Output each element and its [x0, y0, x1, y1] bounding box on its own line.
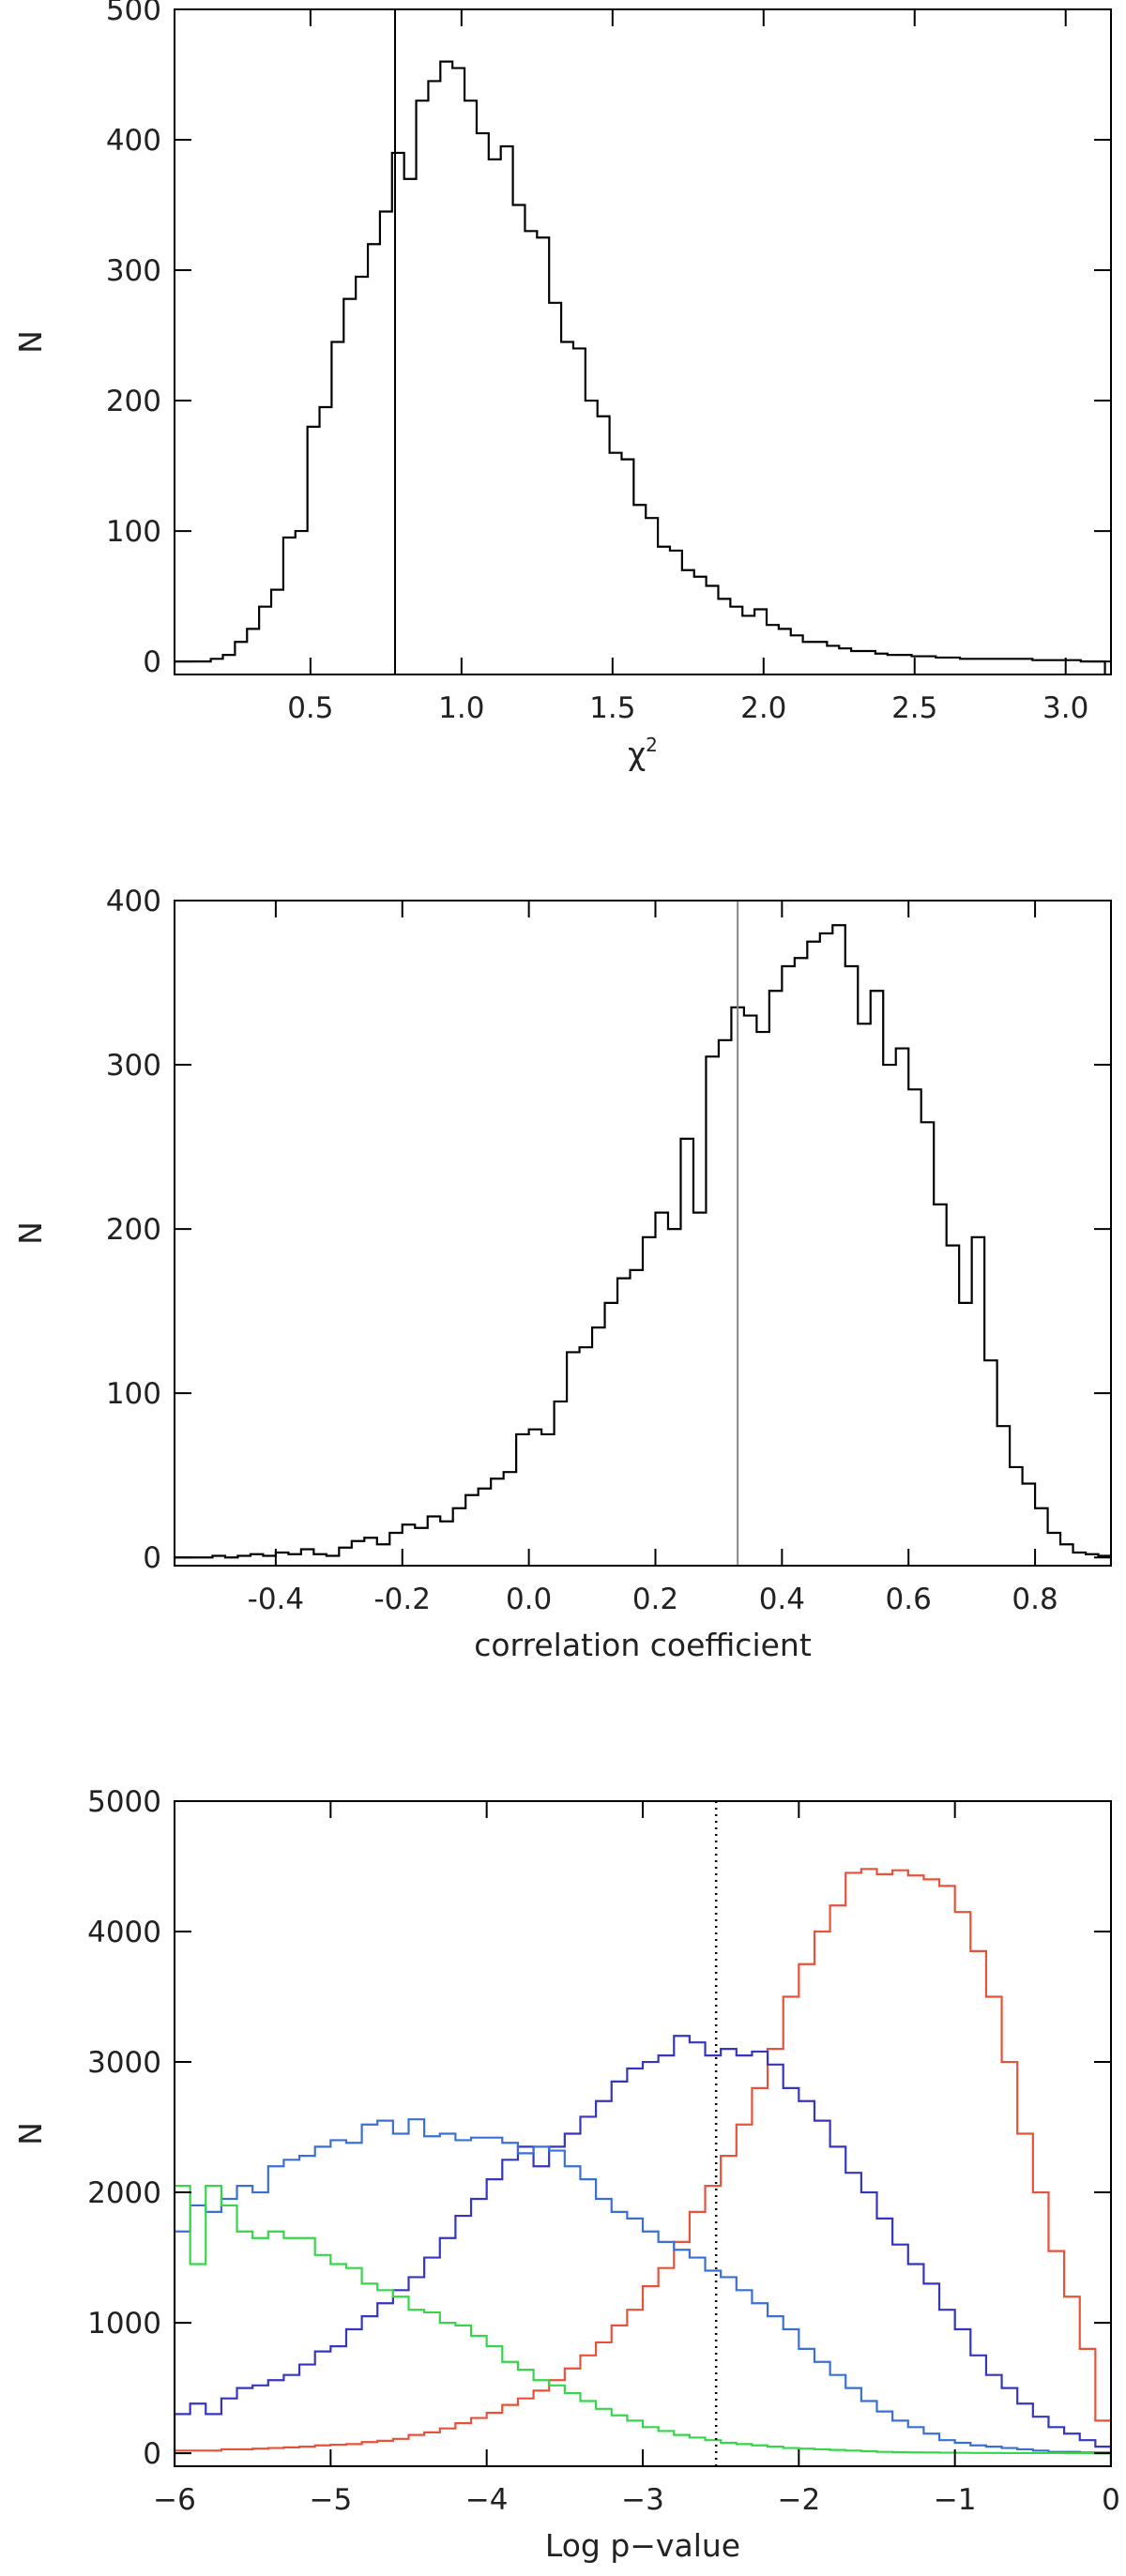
- y-tick-label: 5000: [87, 1785, 161, 1819]
- chart-panel-3: −6 −5 −4 −3 −2 −1 0 0 1000 2000 3000 4000 5000 Log p−…: [12, 1785, 1120, 2564]
- x-tick-label: 2.0: [740, 691, 786, 725]
- y-tick-label: 0: [143, 2437, 161, 2471]
- histogram-series-3: [175, 2118, 1111, 2466]
- y-tick-label: 200: [106, 385, 161, 418]
- x-axis-label: correlation coefficient: [474, 1627, 812, 1663]
- chart-panel-2: -0.4 -0.2 0.0 0.2 0.4 0.6 0.8 0 100 200 300 400 corr…: [12, 885, 1112, 1663]
- x-axis-label: χ2: [628, 734, 658, 772]
- x-tick-label: 2.5: [891, 691, 937, 725]
- y-tick-label: 100: [106, 515, 161, 549]
- x-tick-label: 1.5: [589, 691, 635, 725]
- x-tick-label: −6: [153, 2483, 196, 2517]
- plot-area: [175, 9, 1106, 674]
- x-tick-label: −3: [621, 2483, 664, 2517]
- y-tick-label: 1000: [87, 2307, 161, 2341]
- y-tick-label: 2000: [87, 2176, 161, 2210]
- y-tick-label: 400: [106, 885, 161, 918]
- histogram-series-1: [175, 60, 1106, 674]
- x-tick-label: 0.0: [506, 1583, 552, 1616]
- histogram-series-4: [175, 2185, 1111, 2466]
- histogram-series-1: [175, 1868, 1111, 2466]
- x-tick-label: 0.6: [886, 1583, 932, 1616]
- y-tick-label: 400: [106, 124, 161, 158]
- y-tick-label: 0: [143, 1541, 161, 1575]
- x-tick-label: 0.2: [632, 1583, 678, 1616]
- x-tick-label: 3.0: [1042, 691, 1088, 725]
- plot-area: [175, 1801, 1111, 2466]
- y-tick-label: 100: [106, 1377, 161, 1411]
- y-axis-label: N: [12, 1221, 49, 1245]
- y-axis-label: N: [12, 330, 49, 354]
- y-tick-label: 500: [106, 0, 161, 27]
- x-axis-label: Log p−value: [545, 2527, 740, 2564]
- plot-area: [175, 901, 1111, 1566]
- x-tick-label: 0.4: [759, 1583, 805, 1616]
- y-tick-label: 3000: [87, 2046, 161, 2080]
- x-tick-label: 1.0: [438, 691, 484, 725]
- chart-panel-1: 0.5 1.0 1.5 2.0 2.5 3.0 0 100 200 300 400 500 χ2 N: [12, 0, 1112, 772]
- histogram-series-1: [175, 924, 1111, 1566]
- plot-frame: [174, 900, 1112, 1567]
- x-tick-label: −1: [934, 2483, 977, 2517]
- x-tick-label: 0: [1102, 2483, 1120, 2517]
- y-axis-label: N: [12, 2122, 49, 2145]
- x-tick-label: -0.2: [374, 1583, 432, 1616]
- x-tick-label: -0.4: [248, 1583, 305, 1616]
- x-tick-label: −2: [777, 2483, 820, 2517]
- plot-frame: [174, 1800, 1112, 2467]
- x-tick-label: −4: [465, 2483, 509, 2517]
- plot-frame: [174, 8, 1112, 675]
- y-tick-label: 300: [106, 254, 161, 288]
- y-tick-label: 0: [143, 645, 161, 679]
- x-tick-label: 0.8: [1012, 1583, 1058, 1616]
- histogram-series-2: [175, 2035, 1111, 2466]
- x-tick-label: 0.5: [287, 691, 333, 725]
- x-tick-label: −5: [309, 2483, 352, 2517]
- x-axis-label-superscript: 2: [646, 734, 658, 756]
- y-tick-label: 4000: [87, 1916, 161, 1949]
- y-tick-label: 300: [106, 1049, 161, 1083]
- y-tick-label: 200: [106, 1213, 161, 1247]
